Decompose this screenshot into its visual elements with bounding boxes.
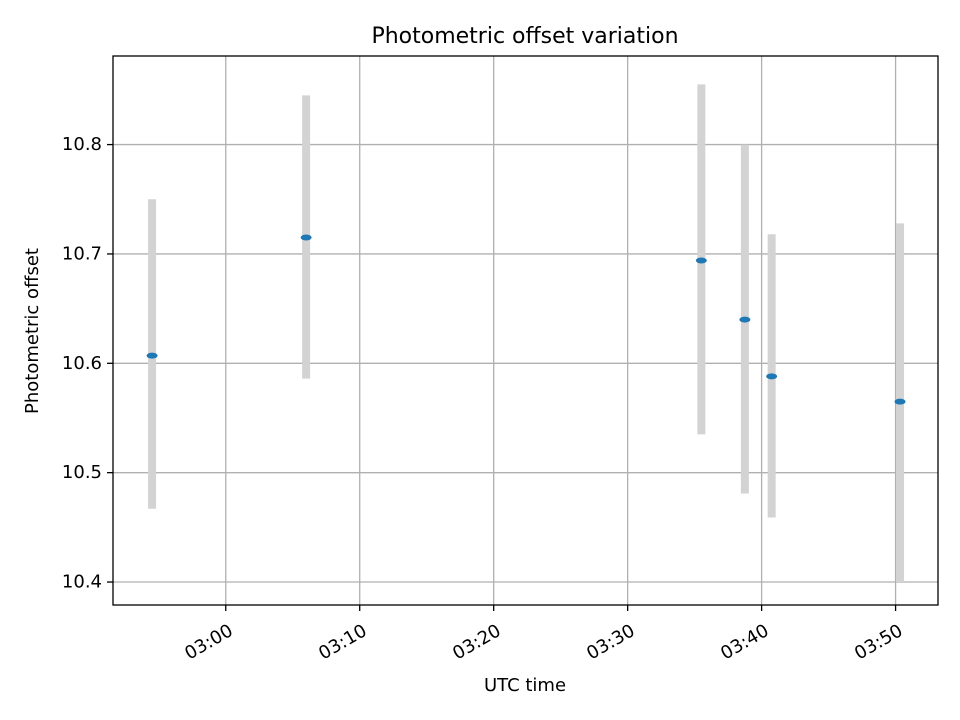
y-tick-label: 10.7 [62, 243, 102, 264]
x-axis-label: UTC time [484, 675, 566, 696]
y-tick-label: 10.6 [62, 353, 102, 374]
x-tick-label: 03:10 [315, 620, 370, 664]
error-bars [148, 84, 905, 583]
data-point [766, 373, 778, 380]
data-point [894, 398, 906, 405]
x-tick-label: 03:20 [449, 620, 504, 664]
x-tick-label: 03:30 [583, 620, 638, 664]
y-tick-label: 10.5 [62, 462, 102, 483]
y-axis-label: Photometric offset [22, 248, 43, 414]
axis-ticks: 03:00 03:10 03:20 03:30 03:40 03:50 10.4 10.5 10… [62, 134, 907, 664]
data-point [739, 316, 751, 323]
y-tick-label: 10.4 [62, 572, 102, 593]
data-point [300, 234, 312, 241]
grid [113, 56, 938, 605]
chart-title: Photometric offset variation [371, 24, 678, 49]
data-point [146, 352, 158, 359]
data-points [146, 234, 906, 405]
plot-frame [112, 55, 939, 606]
data-point [695, 257, 707, 264]
x-tick-label: 03:00 [181, 620, 236, 664]
y-tick-label: 10.8 [62, 134, 102, 155]
x-tick-label: 03:40 [717, 620, 772, 664]
x-tick-label: 03:50 [851, 620, 906, 664]
